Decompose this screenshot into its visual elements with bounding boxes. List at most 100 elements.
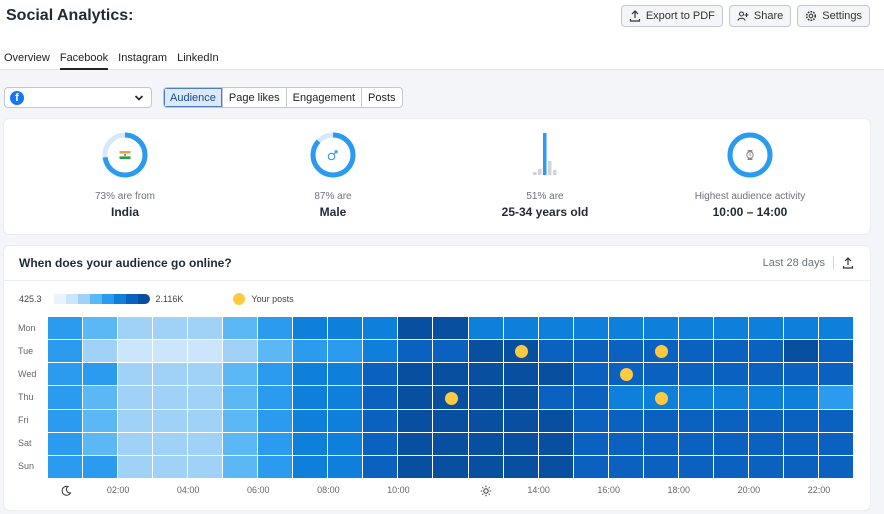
heatmap-cell[interactable] — [328, 340, 363, 363]
heatmap-cell[interactable] — [153, 409, 188, 432]
heatmap-cell[interactable] — [643, 317, 678, 340]
post-marker[interactable] — [654, 391, 668, 405]
heatmap-cell[interactable] — [573, 386, 608, 409]
heatmap-cell[interactable] — [643, 363, 678, 386]
heatmap-cell[interactable] — [83, 340, 118, 363]
tab-instagram[interactable]: Instagram — [118, 52, 168, 64]
heatmap-cell[interactable] — [573, 432, 608, 455]
heatmap-cell[interactable] — [818, 455, 853, 478]
heatmap-cell[interactable] — [713, 409, 748, 432]
heatmap-cell[interactable] — [153, 455, 188, 478]
heatmap-cell[interactable] — [573, 340, 608, 363]
heatmap-cell[interactable] — [293, 409, 328, 432]
heatmap-cell[interactable] — [398, 386, 433, 409]
heatmap-cell[interactable] — [748, 432, 783, 455]
heatmap-cell[interactable] — [153, 340, 188, 363]
heatmap-cell[interactable] — [503, 317, 538, 340]
heatmap-cell[interactable] — [258, 317, 293, 340]
heatmap-cell[interactable] — [48, 363, 83, 386]
heatmap-cell[interactable] — [258, 340, 293, 363]
heatmap-cell[interactable] — [503, 455, 538, 478]
heatmap-cell[interactable] — [538, 386, 573, 409]
heatmap-cell[interactable] — [223, 317, 258, 340]
heatmap-cell[interactable] — [48, 455, 83, 478]
heatmap-cell[interactable] — [223, 409, 258, 432]
heatmap-cell[interactable] — [608, 317, 643, 340]
heatmap-cell[interactable] — [433, 409, 468, 432]
heatmap-cell[interactable] — [433, 455, 468, 478]
heatmap-cell[interactable] — [223, 363, 258, 386]
heatmap-cell[interactable] — [783, 363, 818, 386]
heatmap-cell[interactable] — [188, 432, 223, 455]
heatmap-cell[interactable] — [748, 340, 783, 363]
heatmap-cell[interactable] — [48, 409, 83, 432]
heatmap-cell[interactable] — [783, 386, 818, 409]
heatmap-cell[interactable] — [118, 455, 153, 478]
heatmap-cell[interactable] — [783, 340, 818, 363]
heatmap-cell[interactable] — [468, 363, 503, 386]
heatmap-cell[interactable] — [363, 455, 398, 478]
heatmap-cell[interactable] — [188, 386, 223, 409]
heatmap-cell[interactable] — [328, 317, 363, 340]
heatmap-cell[interactable] — [573, 317, 608, 340]
heatmap-cell[interactable] — [713, 317, 748, 340]
heatmap-cell[interactable] — [433, 432, 468, 455]
heatmap-cell[interactable] — [503, 386, 538, 409]
heatmap-cell[interactable] — [713, 455, 748, 478]
heatmap-cell[interactable] — [678, 363, 713, 386]
heatmap-cell[interactable] — [153, 363, 188, 386]
heatmap-cell[interactable] — [83, 317, 118, 340]
heatmap-cell[interactable] — [783, 409, 818, 432]
heatmap-cell[interactable] — [818, 386, 853, 409]
heatmap-cell[interactable] — [188, 455, 223, 478]
heatmap-cell[interactable] — [258, 455, 293, 478]
heatmap-cell[interactable] — [258, 432, 293, 455]
heatmap-cell[interactable] — [783, 432, 818, 455]
post-marker[interactable] — [444, 391, 458, 405]
heatmap-cell[interactable] — [608, 386, 643, 409]
heatmap-cell[interactable] — [748, 363, 783, 386]
heatmap-cell[interactable] — [818, 409, 853, 432]
heatmap-cell[interactable] — [223, 432, 258, 455]
export-icon[interactable] — [842, 257, 854, 269]
segment-engagement[interactable]: Engagement — [287, 88, 363, 107]
heatmap-cell[interactable] — [48, 340, 83, 363]
heatmap-cell[interactable] — [818, 317, 853, 340]
heatmap-cell[interactable] — [783, 455, 818, 478]
heatmap-cell[interactable] — [118, 363, 153, 386]
heatmap-cell[interactable] — [538, 363, 573, 386]
heatmap-cell[interactable] — [328, 363, 363, 386]
heatmap-cell[interactable] — [363, 340, 398, 363]
heatmap-cell[interactable] — [818, 363, 853, 386]
heatmap-cell[interactable] — [83, 386, 118, 409]
account-select[interactable]: f — [4, 87, 152, 108]
heatmap-cell[interactable] — [293, 363, 328, 386]
heatmap-cell[interactable] — [188, 363, 223, 386]
heatmap-cell[interactable] — [223, 455, 258, 478]
heatmap-cell[interactable] — [398, 340, 433, 363]
heatmap-cell[interactable] — [713, 432, 748, 455]
heatmap-cell[interactable] — [678, 340, 713, 363]
heatmap-cell[interactable] — [293, 340, 328, 363]
post-marker[interactable] — [654, 345, 668, 359]
heatmap-cell[interactable] — [328, 409, 363, 432]
heatmap-cell[interactable] — [48, 317, 83, 340]
heatmap-cell[interactable] — [608, 409, 643, 432]
heatmap-cell[interactable] — [678, 386, 713, 409]
heatmap-cell[interactable] — [363, 386, 398, 409]
heatmap-cell[interactable] — [83, 363, 118, 386]
heatmap-cell[interactable] — [188, 409, 223, 432]
heatmap-cell[interactable] — [643, 455, 678, 478]
heatmap-cell[interactable] — [188, 340, 223, 363]
heatmap-cell[interactable] — [363, 317, 398, 340]
heatmap-cell[interactable] — [573, 363, 608, 386]
heatmap-cell[interactable] — [433, 340, 468, 363]
tab-facebook[interactable]: Facebook — [59, 52, 109, 70]
heatmap-cell[interactable] — [678, 409, 713, 432]
heatmap-cell[interactable] — [398, 409, 433, 432]
heatmap-cell[interactable] — [748, 386, 783, 409]
share-button[interactable]: Share — [728, 5, 792, 27]
heatmap-cell[interactable] — [293, 432, 328, 455]
heatmap-cell[interactable] — [118, 340, 153, 363]
heatmap-cell[interactable] — [293, 386, 328, 409]
